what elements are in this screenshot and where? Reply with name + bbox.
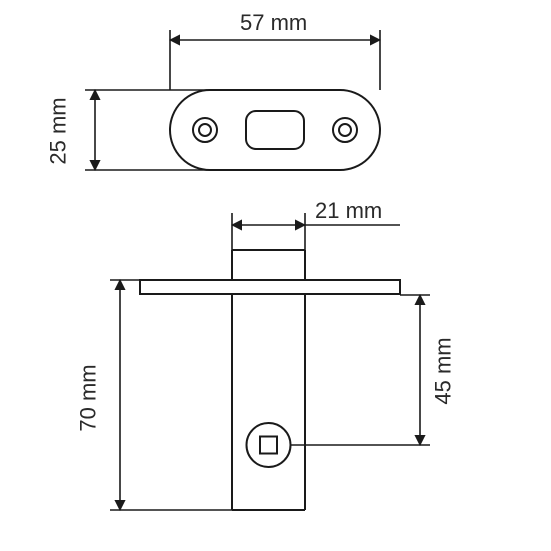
dim-body-height: 70 mm bbox=[76, 364, 102, 431]
technical-drawing: 57 mm 25 mm 21 mm 70 mm 45 mm bbox=[0, 0, 551, 551]
dim-plate-height: 25 mm bbox=[46, 97, 72, 164]
dim-inner-height: 45 mm bbox=[431, 337, 457, 404]
dim-plate-width: 57 mm bbox=[240, 10, 307, 36]
drawing-svg bbox=[0, 0, 551, 551]
dim-cylinder-width: 21 mm bbox=[315, 198, 382, 224]
